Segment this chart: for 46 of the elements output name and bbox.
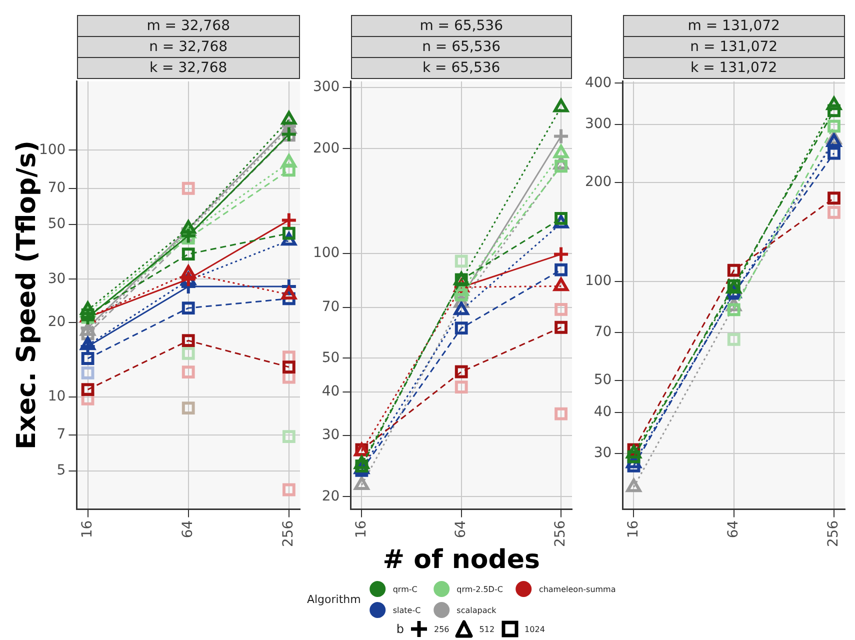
y-tick-label: 30 [48, 270, 66, 287]
chart-title: m = 131,072 n = 131,072 k = 131,072 [686, 17, 781, 78]
y-tick-label: 300 [312, 78, 340, 95]
y-tick-label: 30 [594, 445, 612, 462]
x-tick-label: 64 [453, 520, 469, 538]
y-tick-label: 200 [584, 174, 612, 190]
y-tick-label: 20 [48, 314, 66, 330]
y-tick-label: 50 [322, 350, 340, 366]
y-tick-label: 30 [322, 427, 340, 444]
x-axis-title: # of nodes [382, 545, 540, 575]
y-tick-label: 70 [48, 180, 66, 196]
legend-label: chameleon-summa [538, 584, 616, 594]
y-tick-label: 100 [584, 272, 612, 289]
y-tick-label: 7 [56, 426, 66, 443]
chart-title: m = 32,768 n = 32,768 k = 32,768 [146, 17, 231, 78]
x-tick-label: 16 [79, 520, 96, 538]
text: 256 [434, 624, 450, 634]
legend-label: qrm-2.5D-C [456, 584, 503, 594]
y-tick-label: 40 [594, 404, 612, 420]
x-tick-label: 16 [353, 520, 370, 538]
x-tick-label: 256 [280, 520, 297, 548]
y-tick-label: 300 [584, 116, 612, 132]
legend-label: scalapack [456, 606, 496, 614]
legend-title: Algorithm [306, 593, 361, 606]
text: 512 [479, 624, 495, 634]
legend-label: qrm-C [392, 584, 418, 594]
legend-label: slate-C [392, 606, 421, 614]
y-tick-label: 70 [322, 298, 340, 315]
x-tick-label: 64 [180, 520, 196, 538]
y-tick-label: 50 [594, 372, 612, 388]
y-tick-label: 400 [584, 74, 612, 91]
y-tick-label: 100 [312, 245, 340, 262]
y-tick-label: 50 [48, 216, 66, 232]
y-tick-label: 20 [322, 488, 340, 504]
x-tick-label: 16 [625, 520, 642, 538]
x-tick-label: 256 [826, 520, 842, 548]
y-tick-label: 5 [56, 462, 66, 479]
x-tick-label: 256 [552, 520, 569, 548]
y-tick-label: 40 [322, 384, 340, 400]
y-tick-label: 200 [312, 140, 340, 156]
y-tick-label: 10 [48, 388, 66, 404]
text: b [396, 622, 404, 636]
x-tick-label: 64 [726, 520, 742, 538]
text: 1024 [524, 624, 545, 634]
y-tick-label: 70 [594, 324, 612, 340]
chart-title: m = 65,536 n = 65,536 k = 65,536 [418, 17, 504, 78]
